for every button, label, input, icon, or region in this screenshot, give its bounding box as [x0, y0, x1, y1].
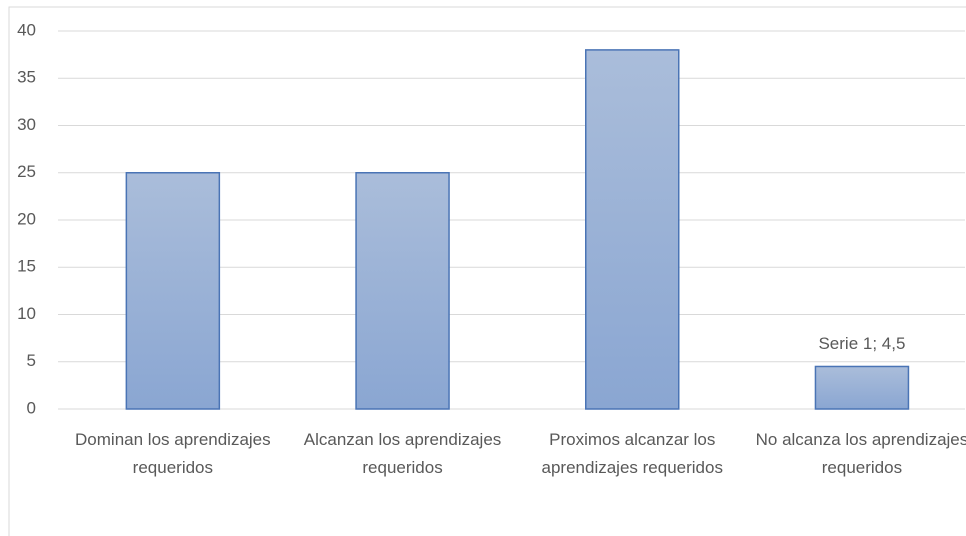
x-tick-label: No alcanza los aprendizajes requeridos [755, 430, 966, 477]
x-tick-label: Proximos alcanzar los aprendizajes reque… [541, 430, 723, 477]
y-tick-label: 15 [17, 257, 36, 276]
chart-border [8, 6, 966, 536]
y-tick-label: 10 [17, 304, 36, 323]
data-label: Serie 1; 4,5 [818, 334, 905, 353]
x-tick-label: Alcanzan los aprendizajes requeridos [303, 430, 502, 477]
y-tick-label: 20 [17, 209, 36, 228]
y-tick-label: 35 [17, 68, 36, 87]
y-tick-label: 25 [17, 162, 36, 181]
x-tick-label: Dominan los aprendizajes requeridos [75, 430, 271, 477]
y-tick-label: 0 [27, 398, 36, 417]
bar [125, 172, 221, 410]
y-tick-label: 5 [27, 351, 36, 370]
bar [585, 49, 680, 410]
y-tick-label: 30 [17, 115, 36, 134]
bar [814, 365, 910, 410]
bar [355, 172, 450, 410]
y-tick-label: 40 [17, 20, 36, 39]
